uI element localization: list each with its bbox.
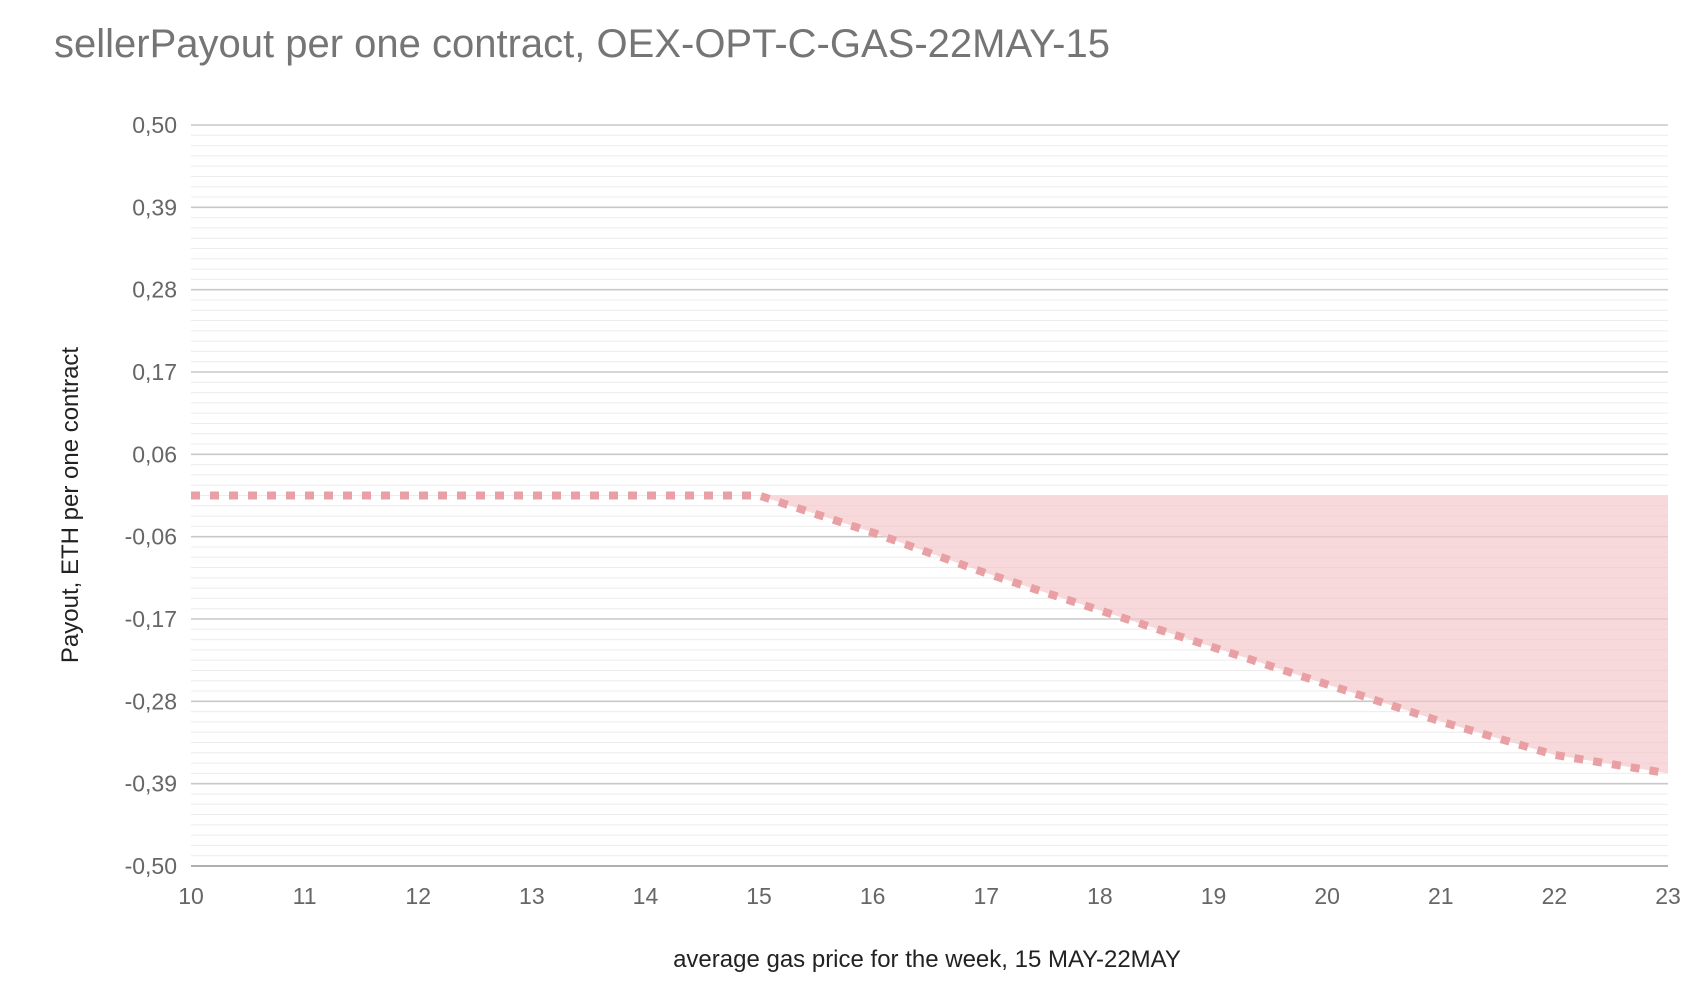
x-tick-label: 19: [1201, 883, 1227, 909]
data-point: [188, 493, 194, 499]
y-tick-label: 0,17: [132, 359, 177, 385]
data-point: [1324, 681, 1330, 687]
x-tick-label: 16: [860, 883, 886, 909]
data-point: [1211, 644, 1217, 650]
x-tick-label: 20: [1314, 883, 1340, 909]
payout-area: [191, 495, 1668, 774]
x-tick-label: 10: [178, 883, 204, 909]
y-tick-label: -0,50: [125, 853, 177, 879]
data-point: [529, 493, 535, 499]
x-tick-label: 14: [633, 883, 659, 909]
x-tick-label: 18: [1087, 883, 1113, 909]
y-axis-ticks: 0,50 0,39 0,28 0,17 0,06 -0,06 -0,17 -0,28 -0,39…: [125, 112, 177, 879]
x-tick-label: 21: [1428, 883, 1454, 909]
y-tick-label: -0,39: [125, 771, 177, 797]
x-tick-label: 11: [293, 883, 317, 909]
y-axis-label: Payout, ETH per one contract: [57, 347, 84, 663]
y-tick-label: 0,28: [132, 277, 177, 303]
payout-line: [191, 491, 1669, 778]
data-point: [415, 493, 421, 499]
grid-lines: [191, 124, 1668, 867]
chart-title: sellerPayout per one contract, OEX-OPT-C…: [54, 22, 1110, 66]
data-point: [1097, 607, 1103, 613]
data-point: [756, 493, 762, 499]
y-tick-label: 0,50: [132, 112, 177, 138]
x-tick-label: 15: [746, 883, 772, 909]
x-tick-label: 13: [519, 883, 545, 909]
x-tick-label: 23: [1655, 883, 1681, 909]
data-point: [1438, 719, 1444, 725]
y-tick-label: 0,39: [132, 194, 177, 220]
x-axis-label: average gas price for the week, 15 MAY-2…: [673, 946, 1181, 973]
x-tick-label: 22: [1542, 883, 1568, 909]
data-point: [642, 493, 648, 499]
data-point: [1551, 752, 1557, 758]
y-tick-label: -0,06: [125, 524, 177, 550]
data-point: [1665, 770, 1671, 776]
data-point: [870, 530, 876, 536]
payout-fill: [191, 495, 1668, 774]
x-tick-label: 12: [405, 883, 431, 909]
x-tick-label: 17: [974, 883, 1000, 909]
data-point: [983, 570, 989, 576]
y-tick-label: 0,06: [132, 441, 177, 467]
y-tick-label: -0,28: [125, 688, 177, 714]
data-point: [302, 493, 308, 499]
y-tick-label: -0,17: [125, 606, 177, 632]
payout-series: [188, 491, 1671, 778]
x-axis-ticks: 10 11 12 13 14 15 16 17 18 19 20 21 22 23: [178, 883, 1681, 909]
